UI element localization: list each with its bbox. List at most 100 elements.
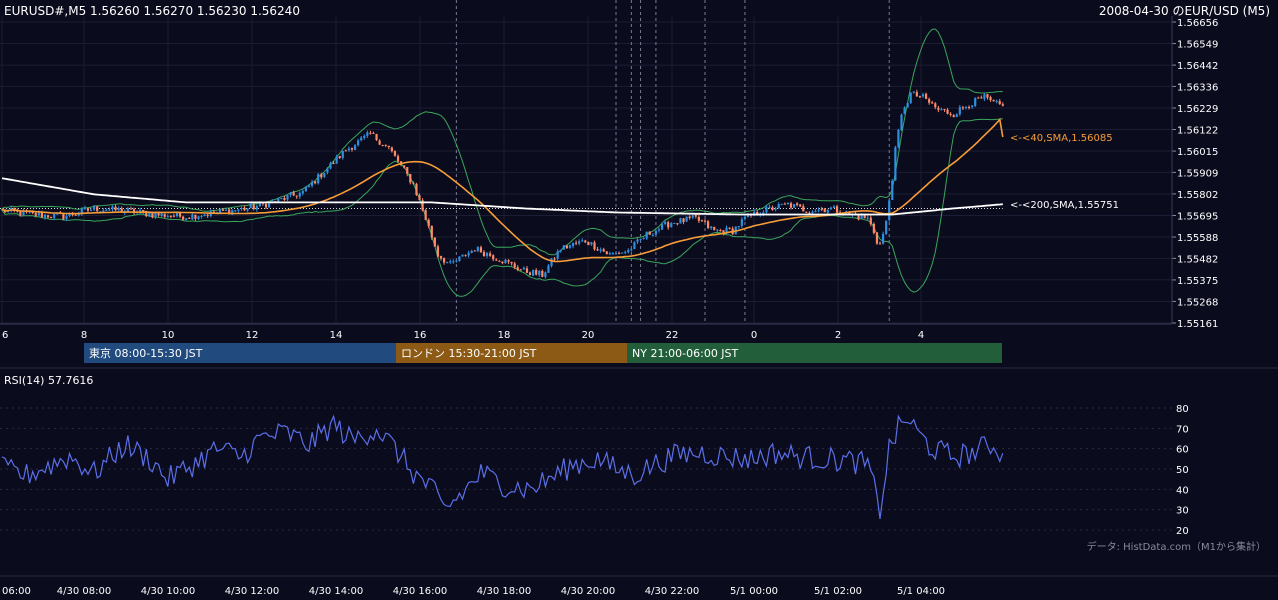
- candle-body: [175, 212, 179, 217]
- candle-body: [145, 210, 148, 217]
- candle-body: [977, 97, 980, 99]
- candle-body: [221, 209, 225, 211]
- candle-body: [799, 204, 802, 207]
- candle-body: [679, 218, 682, 224]
- candle-body: [562, 245, 565, 250]
- candle-body: [771, 207, 774, 210]
- candle-body: [817, 209, 820, 211]
- candle-body: [234, 210, 237, 212]
- candle-body: [522, 267, 525, 270]
- time-axis-label: 4/30 10:00: [141, 586, 195, 597]
- candle-body: [541, 270, 544, 277]
- candle-body: [433, 237, 436, 247]
- candle-body: [967, 106, 971, 108]
- candle-body: [249, 204, 252, 208]
- candle-body: [347, 148, 351, 151]
- candle-body: [314, 181, 317, 184]
- session-label: 東京 08:00-15:30 JST: [89, 346, 203, 360]
- candle-body: [958, 107, 961, 115]
- candle-body: [599, 249, 602, 251]
- candle-body: [501, 261, 504, 264]
- candle-body: [719, 230, 722, 232]
- candle-body: [885, 220, 888, 234]
- candle-body: [323, 173, 326, 177]
- time-axis-label: 4/30 22:00: [645, 586, 699, 597]
- candle-body: [452, 261, 455, 263]
- candle-body: [40, 212, 44, 218]
- candle-body: [449, 261, 452, 263]
- candle-body: [568, 245, 572, 248]
- candle-body: [875, 232, 879, 244]
- candle-body: [357, 140, 360, 146]
- candle-body: [608, 253, 611, 255]
- time-axis-label: 4/30 08:00: [57, 586, 111, 597]
- candle-body: [289, 192, 292, 195]
- candle-body: [105, 210, 108, 212]
- candle-body: [835, 206, 839, 213]
- symbol-info: EURUSD#,M5 1.56260 1.56270 1.56230 1.562…: [4, 4, 300, 18]
- candle-body: [998, 101, 1001, 105]
- candle-body: [716, 229, 719, 231]
- candle-body: [320, 174, 323, 178]
- time-axis-label: 5/1 02:00: [814, 586, 862, 597]
- time-axis-label: 06:00: [2, 586, 31, 597]
- candle-body: [725, 227, 728, 234]
- candle-body: [86, 208, 90, 211]
- candle-body: [667, 222, 670, 228]
- candle-body: [516, 267, 519, 270]
- candle-body: [225, 209, 228, 211]
- candle-body: [651, 234, 654, 236]
- candle-body: [645, 231, 648, 239]
- candle-body: [780, 203, 783, 205]
- candle-body: [283, 197, 286, 200]
- candle-body: [943, 109, 946, 111]
- candle-body: [955, 114, 958, 118]
- candle-body: [743, 216, 747, 220]
- candle-body: [237, 209, 240, 211]
- moving-averages: <-<40,SMA,1.56085 <-<200,SMA,1.55751: [1, 117, 1119, 263]
- candle-body: [80, 208, 83, 214]
- candle-body: [473, 250, 476, 252]
- candle-body: [243, 207, 246, 211]
- candle-body: [83, 208, 86, 210]
- candle-body: [424, 210, 427, 220]
- session-segment: [396, 343, 627, 363]
- price-x-tick-label: 2: [835, 330, 841, 341]
- candle-body: [697, 217, 700, 221]
- candle-body: [528, 272, 532, 276]
- candle-body: [418, 195, 421, 201]
- candle-body: [820, 209, 823, 211]
- price-x-tick-label: 10: [162, 330, 175, 341]
- bollinger-bands: [1, 28, 1003, 297]
- price-y-tick-label: 1.55268: [1177, 297, 1218, 308]
- candle-body: [602, 249, 605, 252]
- candle-body: [231, 210, 234, 215]
- candle-body: [46, 215, 50, 218]
- candle-body: [621, 252, 624, 254]
- candle-body: [808, 212, 811, 214]
- candle-body: [593, 242, 596, 250]
- candle-body: [676, 223, 679, 225]
- candle-body: [387, 145, 390, 147]
- candle-body: [381, 145, 384, 147]
- candle-body: [710, 226, 713, 229]
- candle-body: [430, 225, 433, 238]
- candle-body: [740, 219, 743, 226]
- candle-body: [525, 268, 529, 273]
- candle-body: [304, 186, 308, 192]
- price-x-tick-label: 4: [918, 330, 924, 341]
- candle-body: [762, 212, 765, 214]
- candle-body: [765, 206, 768, 213]
- chart-title: 2008-04-30 のEUR/USD (M5): [1099, 4, 1270, 18]
- candle-body: [375, 133, 378, 141]
- candle-body: [188, 217, 191, 219]
- candle-body: [298, 192, 301, 197]
- candle-body: [550, 258, 553, 267]
- candle-body: [197, 216, 200, 220]
- time-axis: 06:00 4/30 08:00 4/30 10:00 4/30 12:00 4/30 …: [2, 586, 945, 597]
- candle-body: [178, 213, 182, 217]
- rsi-line: [1, 414, 1004, 519]
- candle-body: [578, 241, 581, 244]
- candle-body: [461, 254, 464, 257]
- candle-body: [169, 215, 172, 217]
